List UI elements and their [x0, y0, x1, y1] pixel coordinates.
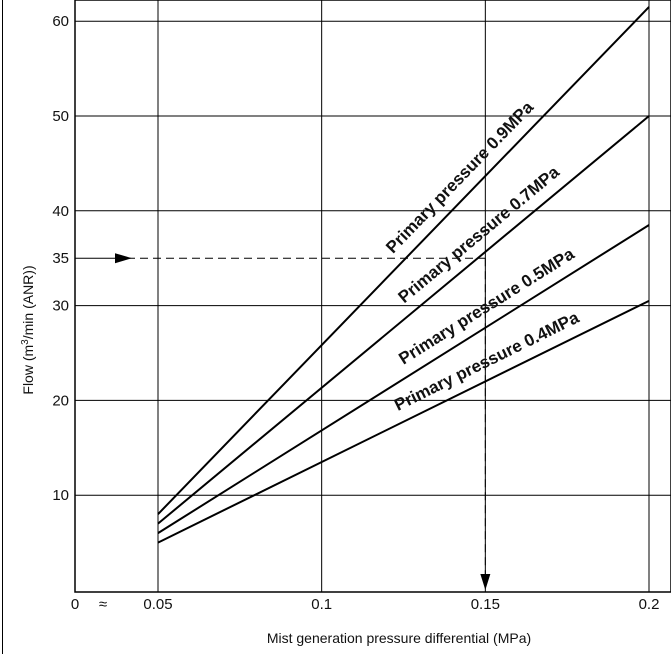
plot-border: [74, 0, 671, 593]
y-tick-label: 40: [52, 203, 69, 220]
series-line-1: [157, 115, 650, 525]
left-frame-line: [2, 0, 3, 654]
x-tick-label: 0.15: [471, 596, 500, 613]
x-tick-label: 0.1: [311, 596, 332, 613]
series-line-2: [157, 224, 650, 534]
series-label-3: Primary pressure 0.4MPa: [391, 308, 582, 415]
series-lines: Primary pressure 0.9MPa Primary pressure …: [157, 6, 650, 544]
reference-annotation: [75, 253, 491, 590]
reference-arrowhead-down: [480, 574, 491, 590]
axis-break-mark: ≈: [99, 596, 107, 613]
y-tick-label: 20: [52, 392, 69, 409]
y-tick-label: 50: [52, 108, 69, 125]
series-line-0: [157, 6, 650, 515]
y-axis-title: Flow (m3/min (ANR)): [20, 265, 37, 394]
reference-arrowhead-right: [115, 253, 132, 264]
y-axis-ticks: 10 20 30 35 40 50 60: [52, 13, 69, 504]
y-tick-label: 30: [52, 298, 69, 315]
grid: [75, 0, 671, 592]
y-tick-label: 10: [52, 487, 69, 504]
x-axis-ticks: 0.05 0.1 0.15 0.2: [143, 596, 659, 613]
series-line-3: [157, 299, 650, 544]
y-tick-label: 60: [52, 13, 69, 30]
y-tick-label: 35: [52, 250, 69, 267]
x-axis-title: Mist generation pressure differential (M…: [267, 630, 531, 646]
x-tick-label: 0.05: [143, 596, 172, 613]
x-origin-label: 0: [71, 596, 79, 613]
series-label-0: Primary pressure 0.9MPa: [382, 97, 537, 257]
x-tick-label: 0.2: [639, 596, 660, 613]
